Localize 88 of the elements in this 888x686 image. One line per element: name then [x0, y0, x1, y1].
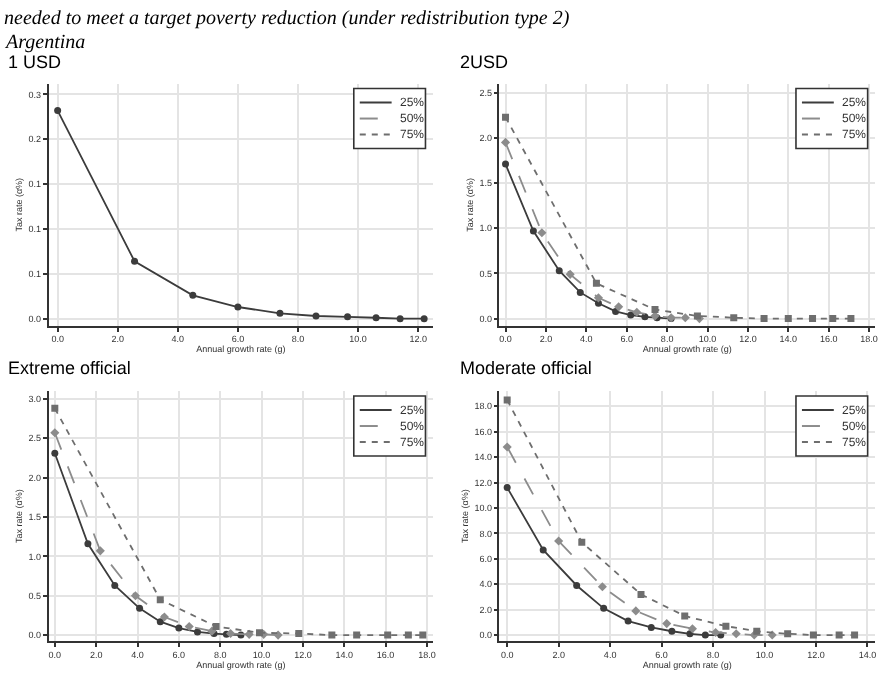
point: [681, 612, 689, 620]
point: [420, 315, 428, 323]
point: [156, 596, 164, 604]
chart-title: Extreme official: [8, 358, 131, 378]
point: [835, 631, 843, 639]
point: [111, 582, 119, 589]
point: [597, 582, 607, 592]
point: [537, 228, 547, 238]
point: [576, 288, 584, 296]
point: [784, 315, 792, 323]
point: [627, 311, 635, 319]
point: [353, 631, 361, 639]
point: [554, 536, 564, 546]
point: [809, 315, 817, 323]
point: [680, 313, 690, 323]
point: [731, 629, 741, 639]
point: [502, 113, 510, 121]
point: [84, 540, 92, 548]
point: [847, 315, 855, 323]
point: [809, 631, 817, 639]
point: [256, 629, 263, 637]
point: [612, 307, 620, 315]
point: [130, 591, 141, 601]
point: [226, 628, 236, 639]
point: [624, 617, 632, 625]
point: [573, 581, 581, 589]
point: [189, 291, 197, 299]
point: [372, 314, 380, 322]
point: [193, 628, 201, 636]
point: [784, 630, 792, 638]
point: [687, 624, 698, 634]
point: [95, 546, 105, 556]
point: [722, 622, 730, 630]
chart-title: Moderate official: [460, 358, 592, 378]
point: [730, 314, 738, 322]
point: [829, 315, 837, 323]
point: [592, 279, 600, 287]
point: [539, 546, 547, 554]
point: [529, 227, 537, 235]
point: [136, 604, 144, 612]
point: [503, 396, 511, 404]
text: Argentina: [4, 32, 86, 54]
point: [396, 315, 404, 323]
point: [131, 257, 139, 265]
point: [404, 631, 412, 639]
point: [555, 267, 563, 275]
point: [502, 442, 512, 452]
point: [276, 309, 284, 317]
point: [159, 612, 169, 622]
point: [50, 428, 60, 438]
point: [760, 315, 768, 323]
point: [637, 590, 645, 598]
point: [578, 538, 586, 546]
point: [632, 307, 642, 317]
point: [175, 624, 183, 632]
point: [500, 137, 511, 147]
point: [593, 293, 603, 303]
point: [51, 404, 59, 412]
text: needed to meet a target poverty reduction (under redistribution type 2): [4, 8, 571, 30]
point: [503, 484, 511, 492]
point: [344, 313, 352, 321]
point: [419, 631, 427, 639]
point: [686, 630, 694, 638]
point: [51, 449, 59, 457]
point: [502, 160, 510, 168]
point: [753, 627, 761, 635]
point: [614, 302, 624, 312]
point: [631, 606, 641, 616]
point: [651, 306, 659, 314]
point: [851, 631, 859, 639]
point: [662, 619, 672, 629]
chart-title: 1 USD: [8, 52, 63, 72]
point: [156, 618, 164, 626]
point: [234, 303, 242, 311]
point: [328, 631, 336, 639]
point: [668, 627, 676, 635]
point: [711, 627, 721, 638]
point: [565, 269, 575, 279]
point: [384, 631, 392, 639]
point: [600, 604, 608, 612]
point: [184, 621, 194, 631]
point: [647, 623, 655, 631]
point: [701, 631, 709, 639]
point: [312, 312, 320, 320]
point: [295, 630, 303, 638]
point: [54, 107, 62, 115]
point: [212, 622, 220, 630]
chart-title: 2USD: [460, 52, 510, 72]
